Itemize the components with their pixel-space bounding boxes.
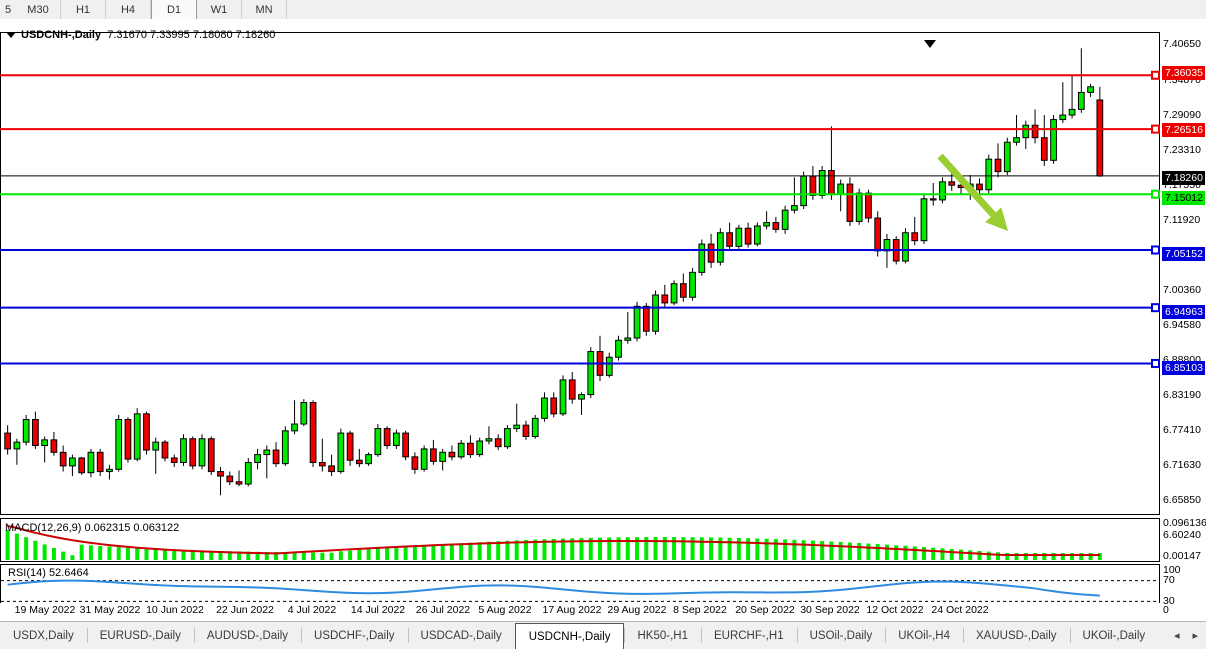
date-tick-label: 5 Aug 2022 (478, 604, 532, 616)
indicator-tick-label: 0 (1163, 604, 1169, 616)
price-level-tag[interactable]: 6.85103 (1162, 361, 1205, 375)
date-tick-label: 19 May 2022 (14, 604, 76, 616)
date-tick-label: 29 Aug 2022 (607, 604, 667, 616)
chart-frame: USDCNH-,Daily 7.31670 7.33995 7.18080 7.… (0, 19, 1206, 603)
price-level-tag[interactable]: 7.18260 (1162, 171, 1205, 185)
date-scale[interactable]: 19 May 2022 31 May 2022 10 Jun 2022 22 Jun … (0, 603, 1160, 620)
chart-tab-bar: USDX,Daily EURUSD-,Daily AUDUSD-,Daily USDC… (0, 621, 1206, 649)
price-level-tag[interactable]: 6.94963 (1162, 305, 1205, 319)
price-tick-label: 6.83190 (1163, 389, 1201, 401)
date-tick-label: 12 Oct 2022 (866, 604, 924, 616)
price-tick-label: 6.60240 (1163, 529, 1201, 541)
indicator-tick-label: 100 (1163, 564, 1181, 576)
date-tick-label: 17 Aug 2022 (542, 604, 602, 616)
date-tick-label: 26 Jul 2022 (415, 604, 471, 616)
date-tick-label: 31 May 2022 (79, 604, 141, 616)
indicator-tick-label: 30 (1163, 595, 1175, 607)
date-tick-label: 30 Sep 2022 (800, 604, 860, 616)
chart-tab-eurchf-h1[interactable]: EURCHF-,H1 (700, 622, 797, 649)
price-tick-label: 7.11920 (1163, 214, 1201, 226)
timeframe-toolbar: 5 M30 H1 H4 D1 W1 MN (0, 0, 1206, 20)
chart-tab-usdcnh-daily[interactable]: USDCNH-,Daily (514, 623, 625, 649)
timeframe-w1[interactable]: W1 (197, 0, 242, 19)
collapse-caret-icon[interactable] (6, 32, 16, 39)
tab-scroll-arrows: ◂ ▸ (1174, 622, 1206, 649)
chart-tab-audusd-daily[interactable]: AUDUSD-,Daily (193, 622, 301, 649)
chart-tab-usdcad-daily[interactable]: USDCAD-,Daily (407, 622, 515, 649)
timeframe-h4[interactable]: H4 (106, 0, 151, 19)
tab-next-arrow-icon[interactable]: ▸ (1192, 630, 1198, 642)
date-tick-label: 24 Oct 2022 (931, 604, 989, 616)
ohlc-values: 7.31670 7.33995 7.18080 7.18260 (107, 29, 276, 41)
timeframe-m30[interactable]: M30 (16, 0, 61, 19)
timeframe-h1[interactable]: H1 (61, 0, 106, 19)
price-chart-svg (0, 32, 1160, 603)
price-tick-label: 6.77410 (1163, 424, 1201, 436)
chart-tab-ukoil-h4[interactable]: UKOil-,H4 (885, 622, 963, 649)
tab-prev-arrow-icon[interactable]: ◂ (1173, 630, 1180, 642)
chart-tab-usdchf-daily[interactable]: USDCHF-,Daily (301, 622, 408, 649)
price-tick-label: 7.00360 (1163, 284, 1201, 296)
price-tick-label: 6.94580 (1163, 319, 1201, 331)
chart-tab-usdx-daily[interactable]: USDX,Daily (13, 629, 74, 642)
chart-tab-eurusd-daily[interactable]: EURUSD-,Daily (86, 622, 194, 649)
price-tick-label: 6.65850 (1163, 494, 1201, 506)
chart-tab-ukoil-daily[interactable]: UKOil-,Daily (1069, 622, 1159, 649)
price-tick-label: 7.40650 (1163, 38, 1201, 50)
date-tick-label: 22 Jun 2022 (216, 604, 274, 616)
price-tick-label: 7.17550 (1163, 179, 1201, 191)
price-tick-label: 6.71630 (1163, 459, 1201, 471)
chart-tab-usoil-daily[interactable]: USOil-,Daily (796, 622, 886, 649)
price-tick-label: 7.23310 (1163, 144, 1201, 156)
toolbar-spacer (287, 0, 1206, 19)
chart-tab-xauusd-daily[interactable]: XAUUSD-,Daily (963, 622, 1070, 649)
indicator-tick-label: 70 (1163, 574, 1175, 586)
price-tick-label: 7.29090 (1163, 109, 1201, 121)
price-level-tag[interactable]: 7.05152 (1162, 247, 1205, 261)
price-level-tag[interactable]: 7.15012 (1162, 191, 1205, 205)
price-level-tag[interactable]: 7.26516 (1162, 123, 1205, 137)
rsi-indicator-label: RSI(14) 52.6464 (8, 567, 89, 579)
timeframe-d1[interactable]: D1 (151, 0, 197, 19)
symbol-header: USDCNH-,Daily 7.31670 7.33995 7.18080 7.… (6, 29, 275, 41)
date-tick-label: 10 Jun 2022 (146, 604, 204, 616)
date-tick-label: 4 Jul 2022 (287, 604, 337, 616)
date-tick-label: 14 Jul 2022 (350, 604, 406, 616)
price-scale[interactable]: 7.40650 7.34870 7.29090 7.23310 7.17550 7.119… (1160, 19, 1206, 616)
timeframe-mn[interactable]: MN (242, 0, 287, 19)
chart-canvas[interactable] (0, 19, 1206, 603)
indicator-tick-label: 0.096136 (1163, 517, 1206, 529)
price-level-tag[interactable]: 7.36035 (1162, 66, 1205, 80)
timeframe-5[interactable]: 5 (4, 3, 12, 16)
macd-indicator-label: MACD(12,26,9) 0.062315 0.063122 (5, 522, 180, 534)
price-tick-label: 6.88800 (1163, 354, 1201, 366)
indicator-tick-label: 0.00147 (1163, 550, 1201, 562)
symbol-name: USDCNH-,Daily (21, 29, 102, 41)
date-tick-label: 8 Sep 2022 (673, 604, 727, 616)
date-tick-label: 20 Sep 2022 (735, 604, 795, 616)
chart-tab-hk50-h1[interactable]: HK50-,H1 (624, 622, 701, 649)
price-tick-label: 7.34870 (1163, 74, 1201, 86)
